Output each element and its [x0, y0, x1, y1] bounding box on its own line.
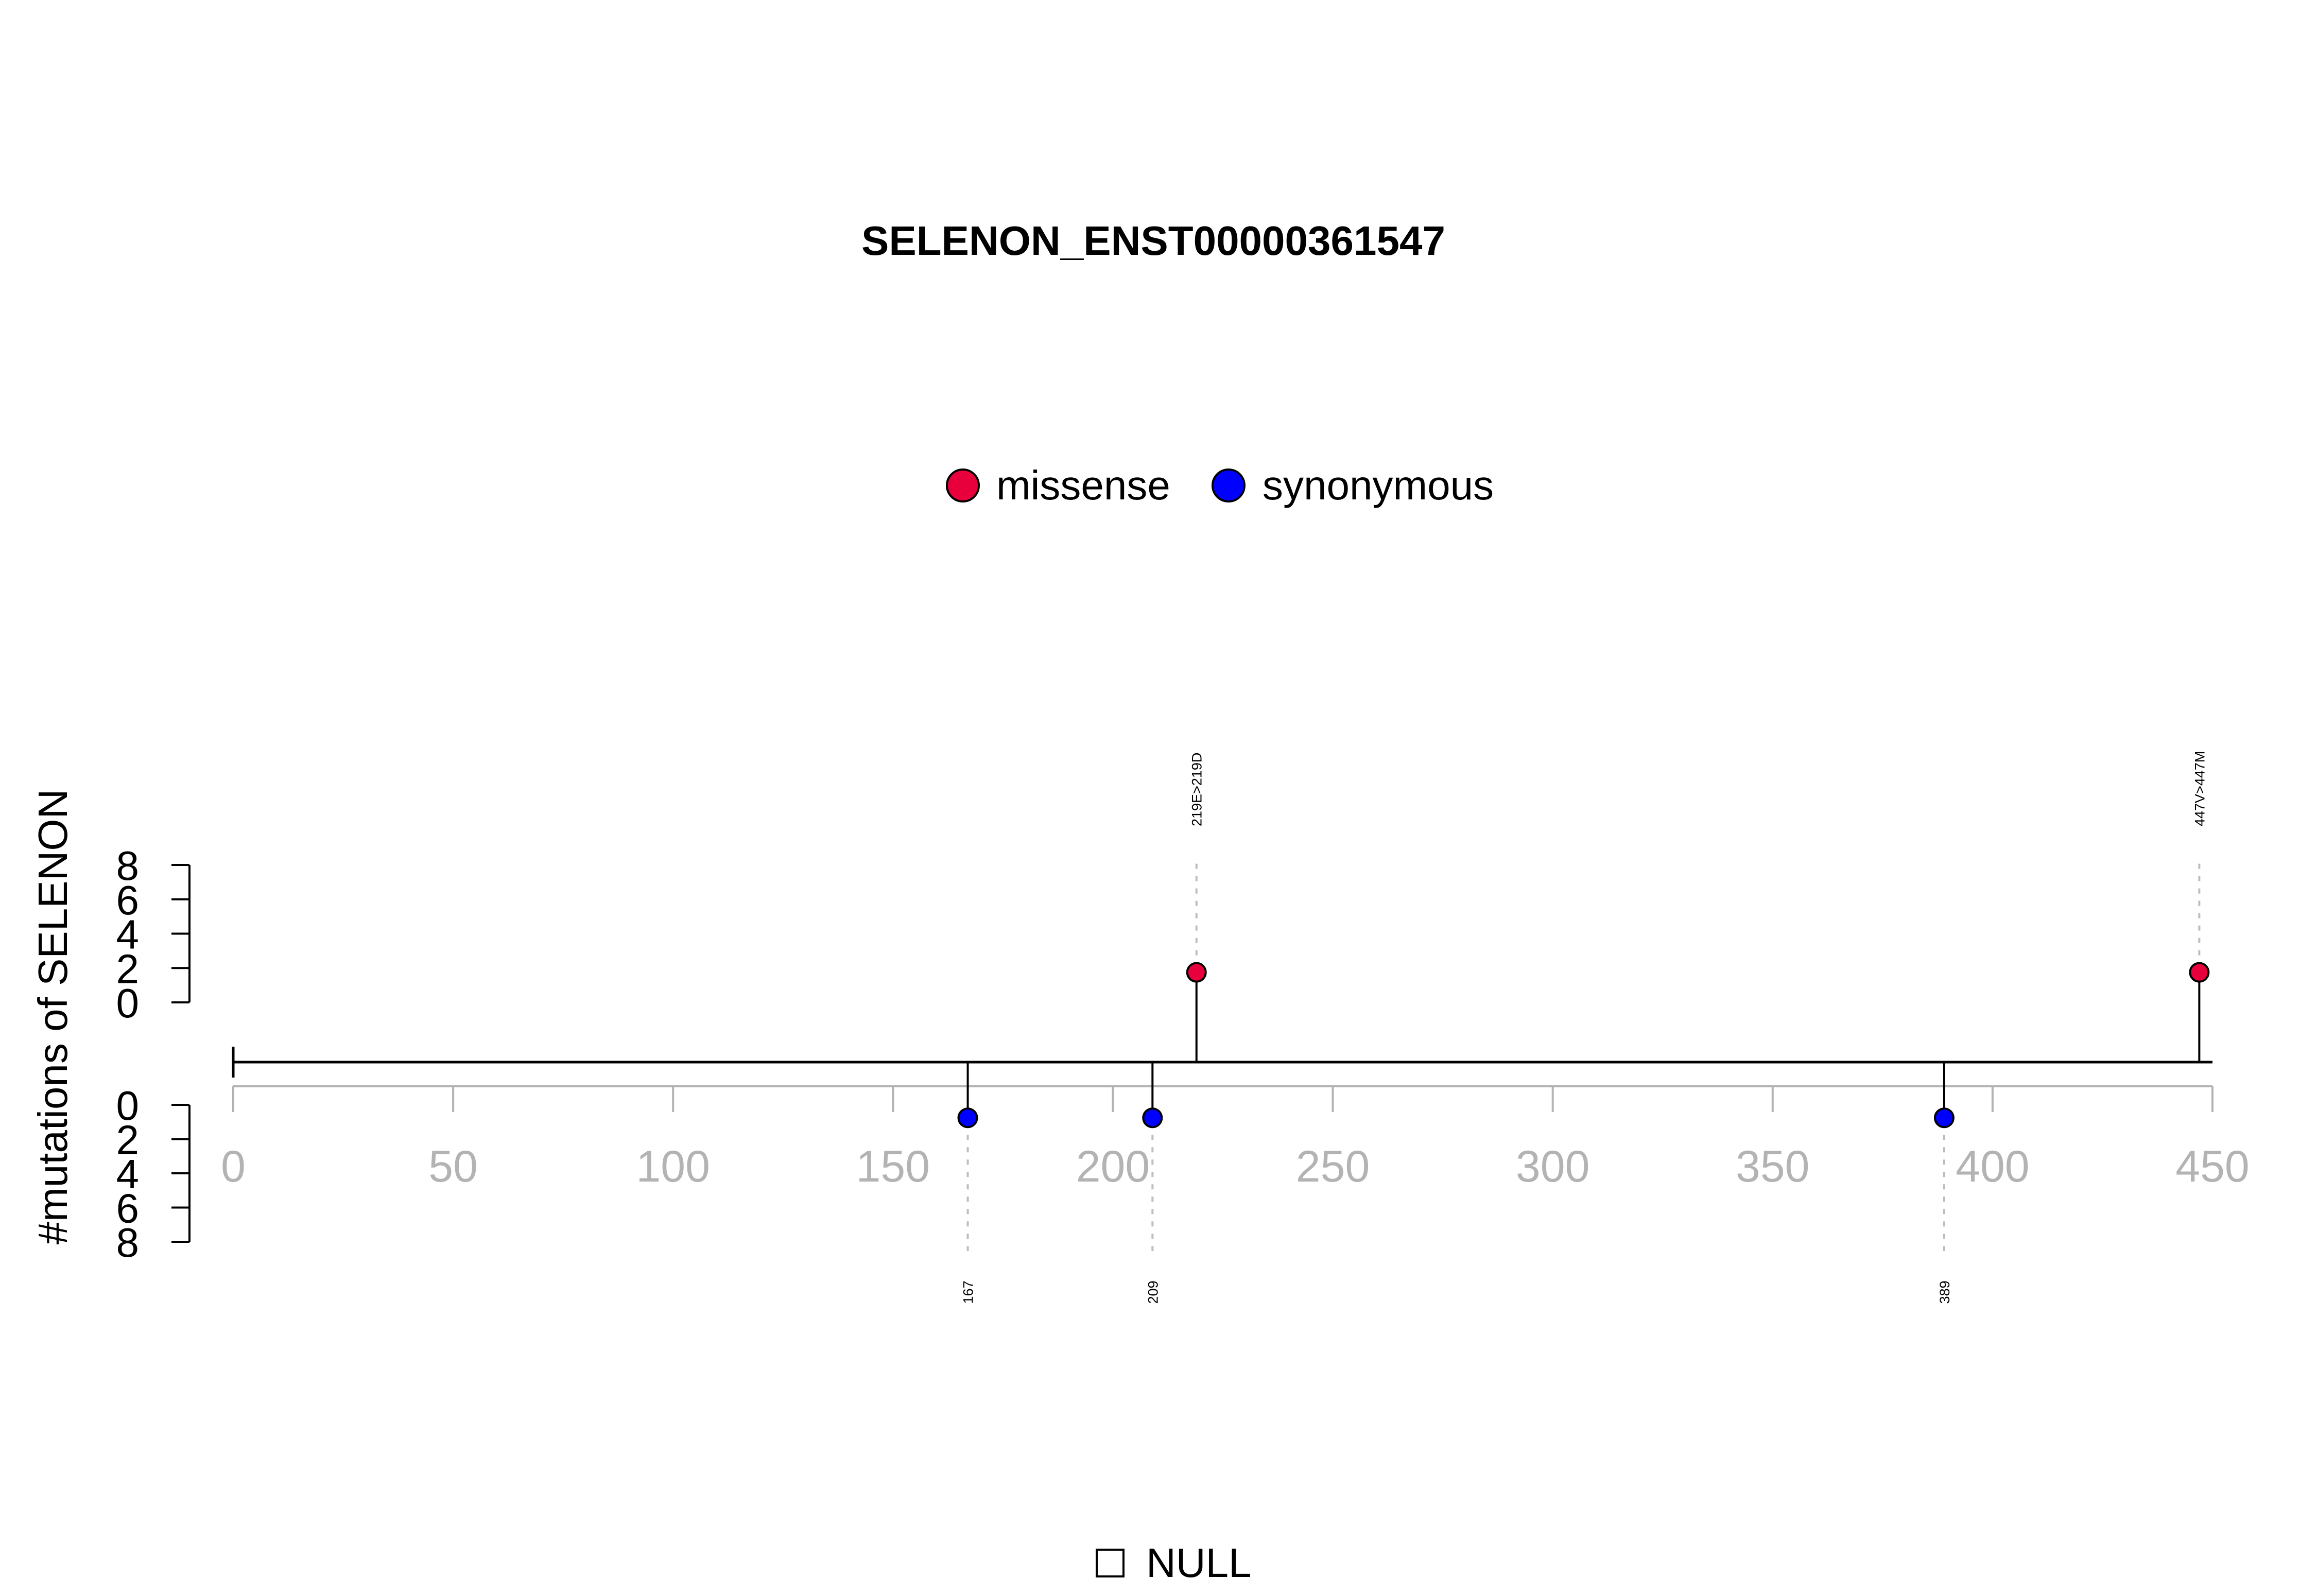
legend-marker-missense	[946, 469, 980, 502]
mutation-point	[1186, 962, 1207, 983]
y-axis-label: #mutations of SELENON	[30, 789, 76, 1245]
y-top-tick-label: 4	[116, 912, 140, 958]
protein-backbone	[232, 1047, 2212, 1078]
legend: missense synonymous	[946, 462, 1494, 508]
chart-title: SELENON_ENST00000361547	[861, 218, 1445, 264]
x-tick-label: 50	[428, 1142, 478, 1191]
legend-marker-synonymous	[1212, 469, 1246, 502]
y-top-tick-label: 2	[116, 946, 140, 992]
domain-legend-box	[1096, 1549, 1125, 1577]
x-tick-label: 200	[1076, 1142, 1150, 1191]
mutation-point	[957, 1107, 978, 1129]
mutation-label: 389	[1937, 1280, 1952, 1304]
x-tick-label: 350	[1736, 1142, 1810, 1191]
mutations: 219E>219D 447V>447M 167 209 389	[957, 751, 2210, 1304]
y-bottom-tick-label: 4	[116, 1151, 140, 1197]
mutation-209: 209	[1142, 1062, 1163, 1304]
mutation-447: 447V>447M	[2189, 751, 2210, 1062]
legend-label-synonymous: synonymous	[1263, 462, 1494, 508]
x-tick-label: 0	[221, 1142, 246, 1191]
mutation-label: 447V>447M	[2192, 751, 2207, 826]
mutation-point	[2189, 962, 2210, 983]
x-tick-label: 250	[1296, 1142, 1370, 1191]
x-axis: 0 50 100 150 200 250 300 350 400 450	[221, 1085, 2250, 1191]
mutation-point	[1142, 1107, 1163, 1129]
mutation-389: 389	[1933, 1062, 1955, 1304]
y-bottom-tick-label: 0	[116, 1083, 140, 1129]
y-top-tick-label: 0	[116, 980, 140, 1026]
mutation-label: 167	[961, 1280, 976, 1304]
x-tick-label: 300	[1516, 1142, 1590, 1191]
mutation-219: 219E>219D	[1186, 753, 1207, 1062]
y-bottom-tick-label: 2	[116, 1117, 140, 1163]
mutation-label: 219E>219D	[1189, 753, 1205, 826]
x-tick-label: 400	[1956, 1142, 2030, 1191]
y-top-tick-label: 8	[116, 843, 140, 889]
y-top-tick-label: 6	[116, 877, 140, 923]
x-tick-label: 450	[2175, 1142, 2250, 1191]
mutation-point	[1933, 1107, 1955, 1129]
mutation-label: 209	[1145, 1280, 1161, 1304]
x-tick-label: 100	[636, 1142, 710, 1191]
mutation-167: 167	[957, 1062, 978, 1304]
legend-label-missense: missense	[996, 462, 1170, 508]
domain-legend-label: NULL	[1146, 1540, 1252, 1586]
domain-legend: NULL	[1096, 1540, 1252, 1586]
y-bottom-tick-label: 8	[116, 1220, 140, 1265]
y-bottom-tick-label: 6	[116, 1186, 140, 1231]
x-tick-label: 150	[856, 1142, 930, 1191]
